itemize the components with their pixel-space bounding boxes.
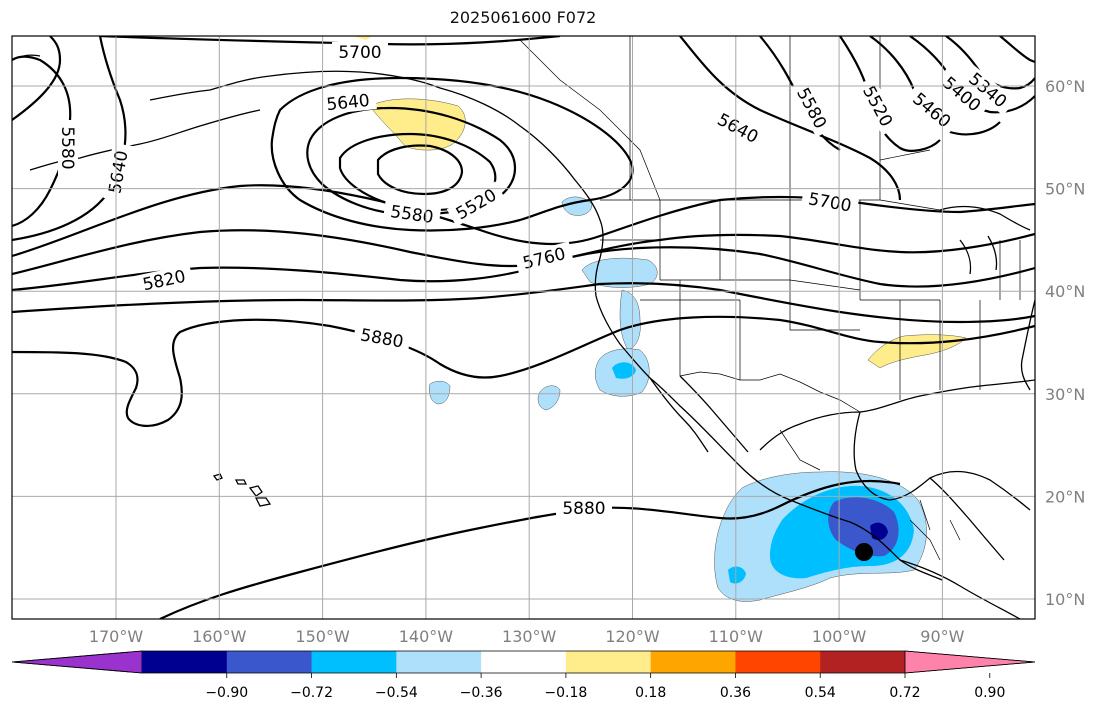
colorbar-tick-labels: −0.90 −0.72 −0.54 −0.36 −0.18 0.18 0.36 0.54 0.7…	[205, 673, 1005, 701]
colorbar-segment	[226, 651, 313, 673]
colorbar-tick-label: −0.18	[544, 685, 587, 701]
longitude-label: 170°W	[89, 627, 144, 646]
colorbar-segment	[650, 651, 736, 673]
colorbar-segment	[311, 651, 397, 673]
colorbar-segment	[481, 651, 567, 673]
colorbar-tick-label: 0.54	[805, 685, 836, 701]
colorbar-tick-label: −0.54	[375, 685, 418, 701]
contour-label: 5580	[57, 126, 77, 169]
latitude-label: 50°N	[1045, 180, 1085, 199]
map-frame	[11, 35, 1036, 620]
longitude-label: 140°W	[399, 627, 454, 646]
map-title: 2025061600 F072	[449, 8, 597, 27]
colorbar-segment	[820, 651, 906, 673]
shaded-field	[353, 36, 967, 602]
latitude-label: 30°N	[1045, 385, 1085, 404]
latitude-label: 10°N	[1045, 590, 1085, 609]
latitude-label: 40°N	[1045, 282, 1085, 301]
latitude-labels: 60°N 50°N 40°N 30°N 20°N 10°N	[1045, 77, 1085, 609]
lat-lon-gridlines	[12, 36, 1035, 619]
colorbar	[11, 650, 1036, 674]
longitude-label: 120°W	[605, 627, 660, 646]
storm-center-marker	[855, 543, 873, 561]
colorbar-segment	[142, 651, 228, 673]
latitude-label: 60°N	[1045, 77, 1085, 96]
contour-labels: 5700 5640 5580 5520 5580 5640 5820 5760 …	[57, 42, 1016, 519]
colorbar-tick-label: 0.90	[974, 685, 1005, 701]
colorbar-tick-label: −0.36	[460, 685, 503, 701]
longitude-label: 90°W	[920, 627, 964, 646]
longitude-label: 130°W	[502, 627, 557, 646]
colorbar-segment	[396, 651, 482, 673]
colorbar-segment	[565, 651, 652, 673]
colorbar-extend-high	[904, 650, 1036, 674]
longitude-label: 150°W	[295, 627, 350, 646]
longitude-label: 160°W	[192, 627, 247, 646]
political-borders	[519, 36, 1021, 561]
longitude-label: 110°W	[709, 627, 764, 646]
colorbar-tick-label: 0.36	[720, 685, 751, 701]
longitude-label: 100°W	[812, 627, 867, 646]
colorbar-tick-label: 0.72	[889, 685, 920, 701]
colorbar-tick-label: −0.90	[205, 685, 248, 701]
contour-label: 5880	[562, 499, 605, 519]
colorbar-tick-label: −0.72	[290, 685, 333, 701]
longitude-labels: 170°W 160°W 150°W 140°W 130°W 120°W 110°W 100°W…	[89, 627, 965, 646]
colorbar-segment	[735, 651, 821, 673]
contour-label: 5700	[338, 43, 381, 63]
colorbar-extend-low	[11, 650, 143, 674]
colorbar-tick-label: 0.18	[635, 685, 666, 701]
colorbar-outline	[11, 650, 1036, 674]
contour-label: 5640	[326, 91, 371, 115]
latitude-label: 20°N	[1045, 487, 1085, 506]
